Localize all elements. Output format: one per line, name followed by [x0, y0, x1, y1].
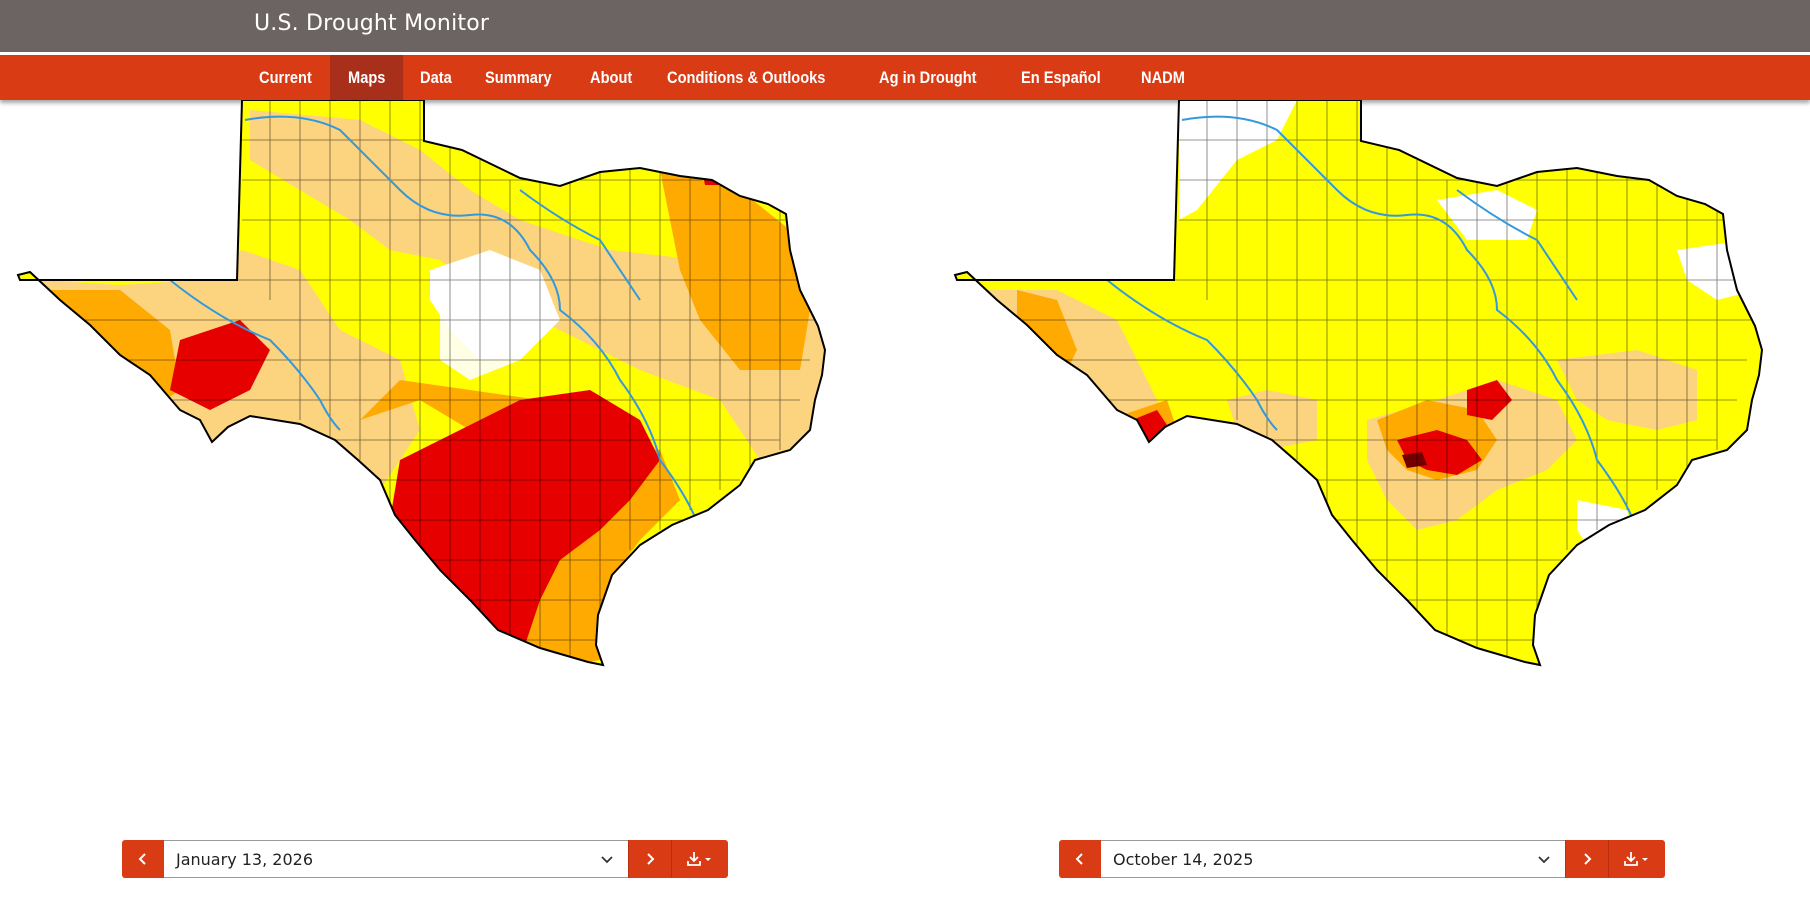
date-select-value: October 14, 2025	[1113, 849, 1254, 869]
main-nav: Current Maps Data Summary About Conditio…	[0, 55, 1810, 100]
chevron-left-icon	[138, 853, 146, 865]
date-select-left[interactable]: January 13, 2026	[164, 840, 628, 878]
drought-map-left[interactable]	[0, 100, 830, 780]
prev-date-button[interactable]	[122, 840, 164, 878]
nav-nadm[interactable]: NADM	[1141, 68, 1186, 87]
date-select-right[interactable]: October 14, 2025	[1101, 840, 1565, 878]
download-icon	[1624, 852, 1648, 866]
chevron-down-icon	[601, 856, 613, 864]
nav-data[interactable]: Data	[419, 68, 452, 87]
chevron-down-icon	[1538, 856, 1550, 864]
site-title[interactable]: U.S. Drought Monitor	[254, 11, 490, 36]
date-control-left: January 13, 2026	[122, 840, 728, 878]
date-select-value: January 13, 2026	[176, 849, 313, 869]
download-button[interactable]	[671, 840, 728, 878]
next-date-button[interactable]	[1565, 840, 1608, 878]
next-date-button[interactable]	[628, 840, 671, 878]
download-icon	[687, 852, 711, 866]
chevron-right-icon	[647, 853, 655, 865]
nav-current[interactable]: Current	[259, 68, 312, 87]
nav-en-espanol[interactable]: En Español	[1020, 68, 1101, 87]
texas-map-right	[954, 100, 1763, 666]
date-control-right: October 14, 2025	[1059, 840, 1665, 878]
chevron-left-icon	[1075, 853, 1083, 865]
texas-map-left	[17, 100, 826, 666]
site-header: U.S. Drought Monitor	[0, 0, 1810, 52]
nav-conditions-outlooks[interactable]: Conditions & Outlooks	[667, 68, 826, 87]
chevron-right-icon	[1584, 853, 1592, 865]
nav-ag-in-drought[interactable]: Ag in Drought	[879, 68, 977, 87]
nav-about[interactable]: About	[590, 68, 633, 87]
nav-summary[interactable]: Summary	[484, 68, 552, 87]
drought-map-right[interactable]	[937, 100, 1767, 780]
download-button[interactable]	[1608, 840, 1665, 878]
prev-date-button[interactable]	[1059, 840, 1101, 878]
nav-maps[interactable]: Maps	[330, 55, 404, 100]
